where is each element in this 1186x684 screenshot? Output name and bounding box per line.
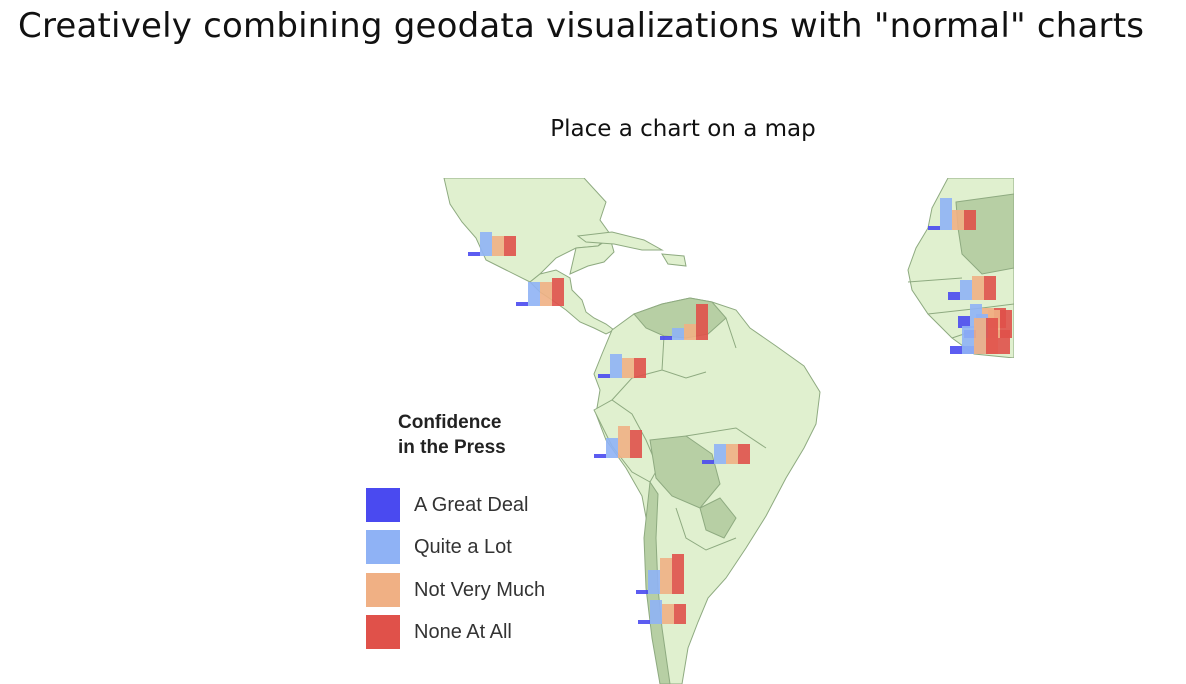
legend-label: None At All: [414, 620, 512, 643]
bar-mark: [598, 374, 610, 378]
bar-mark: [638, 620, 650, 624]
bar-mark: [726, 444, 738, 464]
cuba-shape: [576, 231, 664, 251]
legend: Confidence in the Press A Great Deal Qui…: [366, 410, 626, 649]
legend-item: None At All: [366, 615, 512, 649]
legend-swatch: [366, 573, 400, 607]
bar-mark: [610, 354, 622, 378]
bar-mark: [702, 460, 714, 464]
bar-mark: [528, 282, 540, 306]
legend-label: Not Very Much: [414, 578, 546, 601]
bar-mark: [540, 282, 552, 306]
bar-mark: [552, 278, 564, 306]
legend-label: A Great Deal: [414, 493, 529, 516]
bar-mark: [962, 326, 974, 354]
border-lines: [611, 317, 767, 551]
bar-mark: [618, 426, 630, 458]
page-title: Creatively combining geodata visualizati…: [18, 6, 1145, 46]
bar-mark: [648, 570, 660, 594]
bar-mark: [960, 280, 972, 300]
bar-mark: [504, 236, 516, 256]
bolivia-shape: [649, 435, 721, 509]
legend-swatch: [366, 615, 400, 649]
bar-mark: [964, 210, 976, 230]
bar-mark: [674, 604, 686, 624]
bar-mark: [950, 346, 962, 354]
bar-mark: [972, 276, 984, 300]
legend-label: Quite a Lot: [414, 535, 512, 558]
bar-mark: [662, 604, 674, 624]
bar-mark: [738, 444, 750, 464]
yucatan-shape: [569, 237, 615, 275]
bar-mark: [492, 236, 504, 256]
bar-mark: [480, 232, 492, 256]
bar-mark: [974, 318, 986, 354]
legend-item: Not Very Much: [366, 573, 545, 607]
bar-mark: [660, 558, 672, 594]
bar-mark: [958, 316, 970, 328]
legend-title-line2: in the Press: [398, 437, 506, 458]
bar-mark: [948, 292, 960, 300]
bar-mark: [660, 336, 672, 340]
paraguay-shape: [699, 497, 737, 539]
bar-mark: [928, 226, 940, 230]
bar-mark: [634, 358, 646, 378]
bar-mark: [650, 600, 662, 624]
bar-mark: [630, 430, 642, 458]
americas-map: [443, 178, 821, 684]
legend-swatch: [366, 530, 400, 564]
bar-charts-group: [468, 232, 750, 624]
page-subtitle: Place a chart on a map: [550, 116, 816, 142]
bar-mark: [606, 438, 618, 458]
bar-mark: [516, 302, 528, 306]
bar-mark: [714, 444, 726, 464]
bar-mark: [468, 252, 480, 256]
bar-mark: [986, 318, 998, 354]
bar-mark: [696, 304, 708, 340]
bar-mark: [984, 276, 996, 300]
legend-title-line1: Confidence: [398, 412, 502, 433]
bar-mark: [940, 198, 952, 230]
legend-item: A Great Deal: [366, 488, 529, 522]
bar-mark: [672, 328, 684, 340]
bar-mark: [594, 454, 606, 458]
bar-mark: [622, 358, 634, 378]
bar-mark: [684, 324, 696, 340]
bar-mark: [636, 590, 648, 594]
bar-mark: [672, 554, 684, 594]
legend-item: Quite a Lot: [366, 530, 512, 564]
africa-bar-charts-group: [928, 198, 1012, 354]
africa-map: [907, 178, 1014, 358]
bar-mark: [1000, 310, 1012, 338]
hispaniola-shape: [661, 253, 687, 267]
legend-swatch: [366, 488, 400, 522]
bar-mark: [952, 210, 964, 230]
